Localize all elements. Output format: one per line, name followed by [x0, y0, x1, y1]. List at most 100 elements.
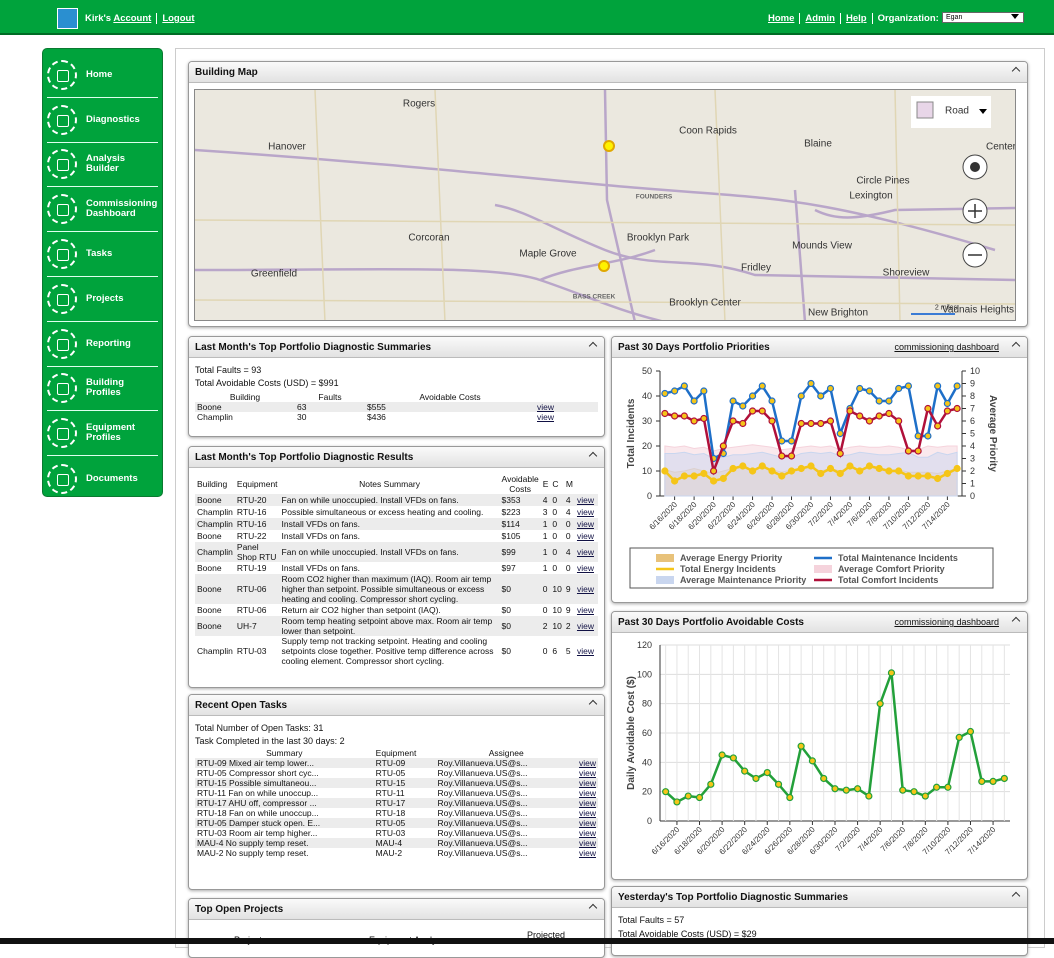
cell: Supply temp not tracking setpoint. Heati…	[281, 636, 494, 666]
cell: Install VFDs on fans.	[281, 531, 360, 541]
home-link[interactable]: Home	[768, 13, 795, 24]
view-link[interactable]: view	[576, 818, 598, 828]
collapse[interactable]	[588, 699, 598, 709]
view-link[interactable]: view	[574, 542, 598, 562]
cell: 2	[563, 616, 575, 636]
view-link[interactable]: view	[537, 412, 555, 422]
point	[943, 399, 951, 408]
y2-tick-label: 1	[970, 479, 975, 489]
cell: RTU-17	[373, 798, 436, 808]
view-link[interactable]: view	[574, 616, 598, 636]
cell: RTU-11	[375, 788, 405, 798]
total-costs: Total Avoidable Costs (USD) = $29	[618, 929, 757, 939]
view-link[interactable]: view	[576, 838, 598, 848]
nav-item[interactable]: Documents	[47, 456, 158, 501]
column-header: Notes Summary	[359, 479, 421, 489]
view-link[interactable]: view	[576, 507, 594, 517]
collapse[interactable]	[1011, 66, 1021, 76]
point	[662, 788, 670, 796]
panel-header: Recent Open Tasks	[189, 695, 604, 716]
view-link[interactable]: view	[576, 605, 594, 615]
dashboard-link[interactable]: commissioning dashboard	[894, 617, 999, 627]
logout-link[interactable]: Logout	[156, 13, 195, 24]
place-label: Shoreview	[882, 267, 930, 279]
place-label: BASS CREEK	[572, 293, 616, 301]
view-link[interactable]: view	[576, 758, 598, 768]
nav-item[interactable]: Building Profiles	[47, 367, 158, 412]
org-value: Egan	[946, 14, 963, 21]
nav-item[interactable]: Diagnostics	[47, 98, 158, 143]
cell: $0	[499, 616, 541, 636]
collapse[interactable]	[1011, 341, 1021, 351]
panel-header: Building Map	[189, 62, 1027, 83]
account-link[interactable]: Account	[113, 13, 152, 24]
point	[933, 783, 941, 791]
view-link[interactable]: view	[574, 494, 598, 506]
nav-item[interactable]: Equipment Profiles	[47, 411, 158, 457]
point	[953, 382, 961, 390]
nav-item[interactable]: Projects	[47, 277, 158, 322]
view-link[interactable]: view	[578, 768, 596, 778]
map[interactable]: Road 2 miles Rogers Hanover Coon Rapids Bla…	[194, 89, 1016, 321]
view-link[interactable]: view	[576, 646, 594, 656]
results-table: Building Equipment Notes Summary Avoidable …	[195, 474, 598, 666]
view-link[interactable]: view	[574, 574, 598, 604]
point	[921, 792, 929, 800]
nav-item[interactable]: Commissioning Dashboard	[47, 187, 158, 233]
view-link[interactable]: view	[578, 808, 596, 818]
cell: RTU-17 AHU off, compressor ...	[195, 798, 374, 808]
place-label: FOUNDERS	[635, 193, 673, 201]
help-link[interactable]: Help	[839, 13, 867, 24]
view-link[interactable]: view	[578, 848, 596, 858]
y-tick-label: 80	[642, 699, 652, 709]
nav-item[interactable]: Home	[47, 53, 158, 98]
view-link[interactable]: view	[578, 788, 596, 798]
point	[953, 404, 961, 413]
column-header: Assignee	[488, 748, 524, 758]
collapse[interactable]	[588, 451, 598, 461]
view-link[interactable]: view	[574, 518, 598, 530]
cell: Boone	[197, 605, 222, 615]
cell: RTU-15 Possible simultaneou...	[195, 778, 374, 788]
building-marker[interactable]	[598, 260, 610, 272]
building-marker[interactable]	[603, 140, 615, 152]
collapse[interactable]	[588, 903, 598, 913]
panel-title: Past 30 Days Portfolio Priorities	[618, 342, 770, 353]
dashboard-link[interactable]: commissioning dashboard	[894, 342, 999, 352]
cell: $0	[499, 574, 541, 604]
view-link[interactable]: view	[576, 798, 598, 808]
view-link[interactable]: view	[576, 778, 598, 788]
panel-body: ProjectEquipment AnalysesProjected	[189, 920, 604, 950]
point	[709, 477, 718, 485]
header-row: Building Faults Avoidable Costs	[195, 392, 598, 402]
nav-item[interactable]: Reporting	[47, 322, 158, 367]
place-label: Brooklyn Park	[626, 232, 690, 244]
admin-link[interactable]: Admin	[799, 13, 835, 24]
view-link[interactable]: view	[578, 828, 596, 838]
point	[853, 785, 862, 793]
cell: Install VFDs on fans.	[281, 563, 360, 573]
table-row: RTU-03 Room air temp higher... RTU-03 Roy.…	[195, 828, 598, 838]
cell: Boone	[197, 563, 222, 573]
point	[924, 404, 932, 413]
cell: 10	[550, 616, 564, 636]
view-link[interactable]: view	[576, 563, 594, 573]
point	[680, 382, 688, 390]
point	[876, 700, 884, 708]
nav-item[interactable]: Analysis Builder	[47, 143, 158, 188]
table-row: Boone RTU-22 Install VFDs on fans. $105 1 0 0 v…	[195, 530, 598, 542]
point	[729, 464, 737, 473]
nav-icon	[47, 418, 77, 449]
point	[758, 407, 766, 415]
nav-item[interactable]: Tasks	[47, 232, 158, 277]
y-tick-label: 40	[642, 757, 652, 767]
nav-label: Diagnostics	[86, 113, 140, 125]
collapse[interactable]	[588, 341, 598, 351]
org-select[interactable]: Egan	[942, 12, 1024, 23]
legend-label: Total Maintenance Incidents	[838, 553, 958, 563]
view-link[interactable]: view	[576, 531, 594, 541]
collapse[interactable]	[1011, 616, 1021, 626]
collapse[interactable]	[1011, 891, 1021, 901]
point	[797, 419, 805, 428]
view-link[interactable]: view	[535, 402, 598, 412]
